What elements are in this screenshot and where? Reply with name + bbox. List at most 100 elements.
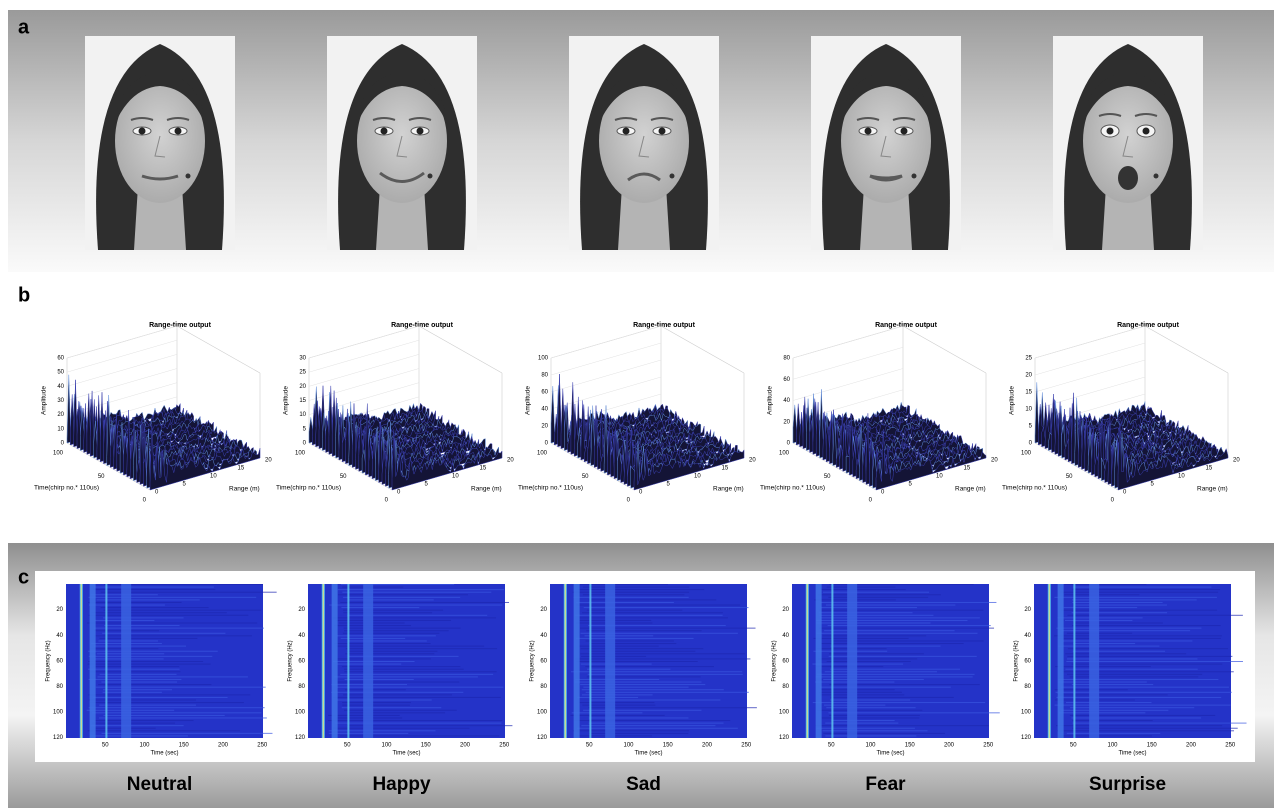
range-tick-label: 10	[1178, 474, 1185, 480]
spectrogram-streak	[1057, 584, 1064, 738]
spectrogram-row	[572, 730, 690, 732]
grid-line	[550, 359, 662, 393]
spectrogram-row	[579, 584, 668, 585]
spectrogram-row	[822, 730, 928, 732]
z-tick-label: 50	[57, 370, 64, 376]
spectrogram-row	[578, 617, 728, 619]
spectrogram-row	[588, 707, 757, 709]
spectrogram-row	[1072, 622, 1163, 624]
spectrogram-row	[1070, 707, 1195, 709]
spectrogram-streak	[573, 584, 580, 738]
spectrogram-row	[340, 735, 500, 737]
range-tick-label: 5	[1151, 482, 1155, 488]
spectrogram-row	[343, 596, 461, 598]
spectrogram-row	[582, 586, 690, 588]
spectrogram-row	[340, 673, 494, 675]
spectrogram-row	[90, 671, 181, 673]
spectrogram-row	[583, 607, 749, 609]
y-tick-label: 120	[295, 735, 306, 741]
range-axis-label: Range (m)	[955, 486, 986, 493]
x-tick-label: 250	[983, 743, 994, 749]
face	[115, 79, 205, 203]
y-tick-label: 120	[1021, 735, 1032, 741]
spectrogram-row	[588, 650, 696, 652]
spectrogram-row	[88, 614, 249, 616]
spectrogram-streak	[80, 584, 82, 738]
axis-line	[660, 325, 745, 374]
spectrogram-row	[815, 725, 989, 727]
spectrogram-row	[103, 617, 184, 619]
spectrogram-row	[576, 661, 698, 662]
x-tick-label: 200	[218, 743, 229, 749]
spectrogram-row	[577, 727, 738, 729]
neck	[134, 186, 186, 250]
spectrogram-row	[578, 645, 659, 647]
x-tick-label: 200	[944, 743, 955, 749]
time-axis-label: Time(chirp no.* 110us)	[518, 485, 583, 492]
z-tick-label: 0	[545, 441, 549, 447]
spectrogram-streak	[322, 584, 324, 738]
spectrogram-row	[829, 653, 924, 655]
spectrogram-streak	[347, 584, 350, 738]
spectrogram-row	[329, 604, 503, 606]
spectrogram-row	[1056, 725, 1223, 727]
spectrogram-row	[344, 709, 457, 711]
eyebrow	[1134, 113, 1158, 117]
spectrogram-row	[88, 601, 182, 603]
spectrogram-row	[1066, 632, 1133, 634]
spectrogram-row	[1069, 676, 1199, 678]
z-tick-label: 15	[299, 398, 306, 404]
spectrogram-row	[577, 589, 705, 591]
spectrogram-row	[816, 632, 978, 634]
spectrogram-row	[337, 594, 468, 596]
mouth	[1118, 166, 1138, 190]
pupil	[1142, 127, 1150, 135]
spectrogram-row	[825, 722, 899, 724]
x-tick-label: 150	[663, 743, 674, 749]
spectrogram-streak	[121, 584, 132, 738]
y-axis-label: Frequency (Hz)	[1014, 640, 1020, 681]
spectrogram-row	[584, 635, 654, 637]
spectrogram-row	[94, 720, 194, 722]
spectrogram-row	[93, 696, 228, 698]
y-tick-label: 80	[298, 684, 305, 690]
spectrogram-row	[335, 722, 502, 724]
spectrogram-row	[347, 712, 446, 714]
x-tick-label: 250	[257, 743, 268, 749]
x-tick-label: 50	[102, 743, 109, 749]
time-tick-label: 50	[1066, 474, 1073, 480]
z-tick-label: 20	[541, 424, 548, 430]
panel-label: c	[18, 566, 29, 588]
spectrogram-row	[343, 612, 433, 614]
spectrogram-row	[828, 596, 929, 598]
spectrogram-row	[580, 653, 746, 655]
spectrogram-streak	[363, 584, 374, 738]
spectrogram-row	[88, 678, 182, 680]
z-tick-label: 100	[538, 356, 549, 362]
spectrogram-row	[585, 640, 674, 642]
spectrogram-row	[1058, 712, 1146, 714]
spectrogram-row	[332, 727, 470, 729]
time-tick-label: 50	[582, 474, 589, 480]
spectrogram-row	[822, 635, 927, 637]
spectrogram-row	[336, 619, 452, 621]
time-axis-label: Time(chirp no.* 110us)	[760, 485, 825, 492]
y-tick-label: 100	[537, 710, 548, 716]
surface-slice	[149, 423, 261, 491]
emotion-label: Surprise	[1089, 774, 1166, 795]
spectrogram-row	[1055, 691, 1232, 693]
emotion-label: Neutral	[127, 774, 192, 795]
x-tick-label: 150	[905, 743, 916, 749]
face	[357, 79, 447, 203]
spectrogram-streak	[564, 584, 566, 738]
time-tick-label: 0	[1111, 498, 1115, 504]
time-tick-label: 0	[385, 498, 389, 504]
spectrogram-row	[344, 630, 449, 632]
spectrogram-row	[819, 617, 980, 619]
spectrogram-row	[1066, 658, 1198, 660]
spectrogram-row	[342, 704, 410, 706]
x-tick-label: 50	[344, 743, 351, 749]
spectrogram-row	[820, 689, 895, 691]
spectrogram-row	[345, 648, 498, 650]
range-tick-label: 10	[452, 474, 459, 480]
